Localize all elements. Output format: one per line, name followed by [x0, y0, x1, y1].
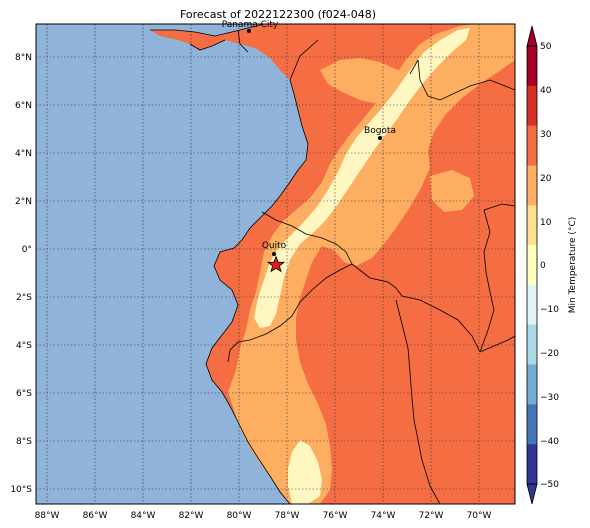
lat-tick-6s: 6°S: [16, 389, 32, 399]
colorbar-band: [527, 85, 537, 127]
city-label-bogota: Bogota: [364, 126, 396, 136]
lat-tick-6n: 6°N: [15, 101, 32, 111]
map-title: Forecast of 2022122300 (f024-048): [180, 8, 376, 21]
lat-tick-0: 0°: [22, 245, 32, 255]
lat-tick-2s: 2°S: [16, 293, 32, 303]
country-borders: [150, 24, 515, 504]
colorbar-frame: [526, 45, 538, 485]
land-temp-10-20: [228, 24, 515, 504]
land-temp-10-20-east: [430, 170, 474, 212]
lon-tick-86w: 86°W: [83, 511, 108, 521]
cbar-tick-30: 30: [540, 130, 552, 140]
lon-tick-80w: 80°W: [227, 511, 252, 521]
cbar-tick-20: 20: [540, 174, 552, 184]
cbar-tick-m30: −30: [540, 393, 559, 403]
city-label-quito: Quito: [262, 241, 287, 251]
lon-tick-78w: 78°W: [275, 511, 300, 521]
lat-tick-8n: 8°N: [15, 53, 32, 63]
colorbar-band: [527, 444, 537, 485]
colorbar-band: [527, 364, 537, 405]
city-panama: Panama City: [222, 20, 279, 33]
colorbar-band: [527, 245, 537, 286]
lat-tick-2n: 2°N: [15, 197, 32, 207]
lat-tick-8s: 8°S: [16, 437, 32, 447]
star-icon: [266, 255, 286, 273]
colorbar-band: [527, 324, 537, 366]
colorbar-band: [527, 284, 537, 326]
lat-tick-10s: 10°S: [10, 485, 32, 495]
lon-tick-76w: 76°W: [323, 511, 348, 521]
cbar-tick-10: 10: [540, 218, 552, 228]
lat-tick-4s: 4°S: [16, 341, 32, 351]
cbar-tick-m10: −10: [540, 305, 559, 315]
cbar-tick-50: 50: [540, 42, 552, 52]
lon-tick-88w: 88°W: [35, 511, 60, 521]
city-bogota: Bogota: [364, 126, 396, 140]
map-frame: [35, 23, 516, 505]
colorbar-label: Min Temperature (°C): [568, 217, 578, 314]
land-temp-0-10: [254, 28, 470, 328]
cbar-tick-m40: −40: [540, 437, 559, 447]
colorbar-extend-top: [526, 25, 538, 47]
cbar-tick-0: 0: [540, 261, 546, 271]
colorbar-band: [527, 125, 537, 166]
colorbar: 50 40 30 20 10 0 −10 −20 −30 −40 −50 Min…: [526, 25, 578, 505]
land-temp-0-10-south: [288, 440, 322, 504]
cbar-tick-m20: −20: [540, 349, 559, 359]
colorbar-tick-labels: 50 40 30 20 10 0 −10 −20 −30 −40 −50: [540, 42, 559, 490]
colorbar-band: [527, 165, 537, 206]
lat-tick-4n: 4°N: [15, 149, 32, 159]
lat-tick-labels: 8°N 6°N 4°N 2°N 0° 2°S 4°S 6°S 8°S 10°S: [10, 53, 32, 495]
colorbar-band: [527, 404, 537, 445]
lon-tick-labels: 88°W 86°W 84°W 82°W 80°W 78°W 76°W 74°W …: [35, 511, 492, 521]
colorbar-band: [527, 46, 537, 87]
cbar-tick-40: 40: [540, 86, 552, 96]
lon-tick-74w: 74°W: [371, 511, 396, 521]
city-label-panama-city: Panama City: [222, 20, 279, 30]
colorbar-bands: [527, 46, 537, 485]
cbar-tick-m50: −50: [540, 480, 559, 490]
colorbar-extend-bottom: [526, 483, 538, 505]
lon-tick-72w: 72°W: [419, 511, 444, 521]
lon-tick-82w: 82°W: [179, 511, 204, 521]
colorbar-band: [527, 205, 537, 246]
city-quito: Quito: [262, 241, 287, 256]
lon-tick-84w: 84°W: [131, 511, 156, 521]
land-temp-10-20-north: [320, 58, 402, 104]
lon-tick-70w: 70°W: [467, 511, 492, 521]
